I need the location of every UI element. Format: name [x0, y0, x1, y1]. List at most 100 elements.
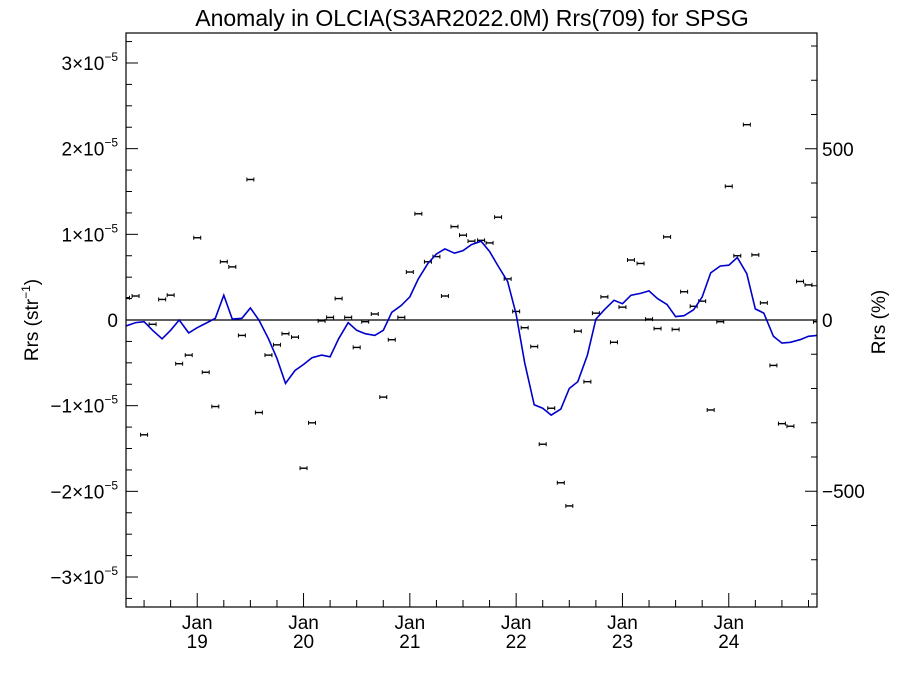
data-point: [609, 340, 618, 345]
data-point: [254, 410, 263, 415]
data-point: [326, 315, 335, 320]
data-point: [397, 315, 406, 320]
y-axis-title-close: ): [22, 279, 43, 285]
x-tick-month: Jan: [713, 613, 744, 634]
y-tick-label-base: −1×10: [50, 397, 104, 418]
x-tick-year: 19: [187, 632, 208, 653]
data-point: [458, 233, 467, 238]
y-tick-label-exponent: −5: [104, 478, 118, 492]
x-tick-month: Jan: [607, 613, 638, 634]
data-points: [126, 122, 817, 508]
data-point: [264, 353, 273, 358]
data-point: [520, 325, 529, 330]
data-point: [387, 337, 396, 342]
y-tick-label: −3×10−5: [50, 564, 118, 589]
y-tick-label: −1×10−5: [50, 393, 118, 418]
x-tick-month: Jan: [288, 613, 319, 634]
y-tick-label-base: 1×10: [62, 225, 105, 246]
y-axis-title-superscript: −1: [19, 285, 33, 299]
data-point: [591, 311, 600, 316]
y-tick-label-base: −3×10: [50, 568, 104, 589]
y-axis-right: 500 0 −500: [805, 45, 865, 595]
data-point: [193, 235, 202, 240]
data-point: [334, 296, 343, 301]
data-point: [344, 315, 353, 320]
data-point: [759, 300, 768, 305]
data-point: [742, 122, 751, 127]
y-tick-label-base: 2×10: [62, 140, 105, 161]
data-point: [583, 379, 592, 384]
x-tick-year: 22: [506, 632, 527, 653]
data-point: [211, 404, 220, 409]
data-point: [352, 345, 361, 350]
data-point: [680, 289, 689, 294]
data-point: [219, 259, 228, 264]
data-point: [467, 239, 476, 244]
y-tick-label: 1×10−5: [62, 221, 119, 246]
data-point: [751, 252, 760, 257]
data-point: [299, 466, 308, 471]
data-point: [626, 258, 635, 263]
x-tick-year: 20: [293, 632, 314, 653]
data-point: [361, 319, 370, 324]
x-tick-month: Jan: [395, 613, 426, 634]
y-tick-label-exponent: −5: [104, 393, 118, 407]
y-axis-left: 3×10−52×10−51×10−50−1×10−5−2×10−5−3×10−5: [50, 41, 138, 599]
data-point: [538, 442, 547, 447]
data-point: [671, 327, 680, 332]
data-point: [246, 177, 255, 182]
data-point: [733, 253, 742, 258]
y-tick-label-exponent: −5: [104, 136, 118, 150]
data-point: [547, 406, 556, 411]
data-point: [405, 270, 414, 275]
y2-tick-label: −500: [822, 482, 865, 503]
data-point: [769, 363, 778, 368]
data-point: [308, 420, 317, 425]
y-tick-label-base: 0: [107, 311, 118, 332]
y-tick-label: 3×10−5: [62, 50, 119, 75]
data-point: [148, 322, 157, 327]
x-tick-month: Jan: [501, 613, 532, 634]
y-tick-label-base: −2×10: [50, 482, 104, 503]
data-point: [370, 312, 379, 317]
data-point: [530, 344, 539, 349]
data-point: [450, 224, 459, 229]
data-point: [777, 421, 786, 426]
data-point: [379, 395, 388, 400]
data-point: [272, 342, 281, 347]
data-point: [440, 294, 449, 299]
series-line: [126, 240, 817, 417]
data-point: [237, 333, 246, 338]
data-point: [140, 432, 149, 437]
data-point: [663, 234, 672, 239]
data-point: [485, 240, 494, 245]
y-tick-label-exponent: −5: [104, 221, 118, 235]
data-point: [166, 293, 175, 298]
x-tick-year: 23: [612, 632, 633, 653]
data-point: [706, 407, 715, 412]
data-point: [724, 184, 733, 189]
y-tick-label-exponent: −5: [104, 564, 118, 578]
data-point: [565, 503, 574, 508]
data-point: [131, 294, 140, 299]
x-axis-minor-ticks: [143, 600, 809, 607]
data-point: [556, 480, 565, 485]
data-point: [291, 335, 300, 340]
x-tick-month: Jan: [182, 613, 213, 634]
data-point: [716, 319, 725, 324]
y-tick-label-exponent: −5: [104, 50, 118, 64]
y-axis-title: Rrs (str−1): [19, 279, 43, 361]
chart-title: Anomaly in OLCIA(S3AR2022.0M) Rrs(709) f…: [195, 5, 748, 31]
data-point: [786, 424, 795, 429]
data-point: [804, 282, 813, 287]
data-point: [494, 215, 503, 220]
data-point: [795, 279, 804, 284]
data-point: [228, 264, 237, 269]
y-tick-label: −2×10−5: [50, 478, 118, 503]
data-point: [184, 353, 193, 358]
data-point: [573, 329, 582, 334]
y-tick-label-base: 3×10: [62, 54, 105, 75]
data-point: [414, 211, 423, 216]
